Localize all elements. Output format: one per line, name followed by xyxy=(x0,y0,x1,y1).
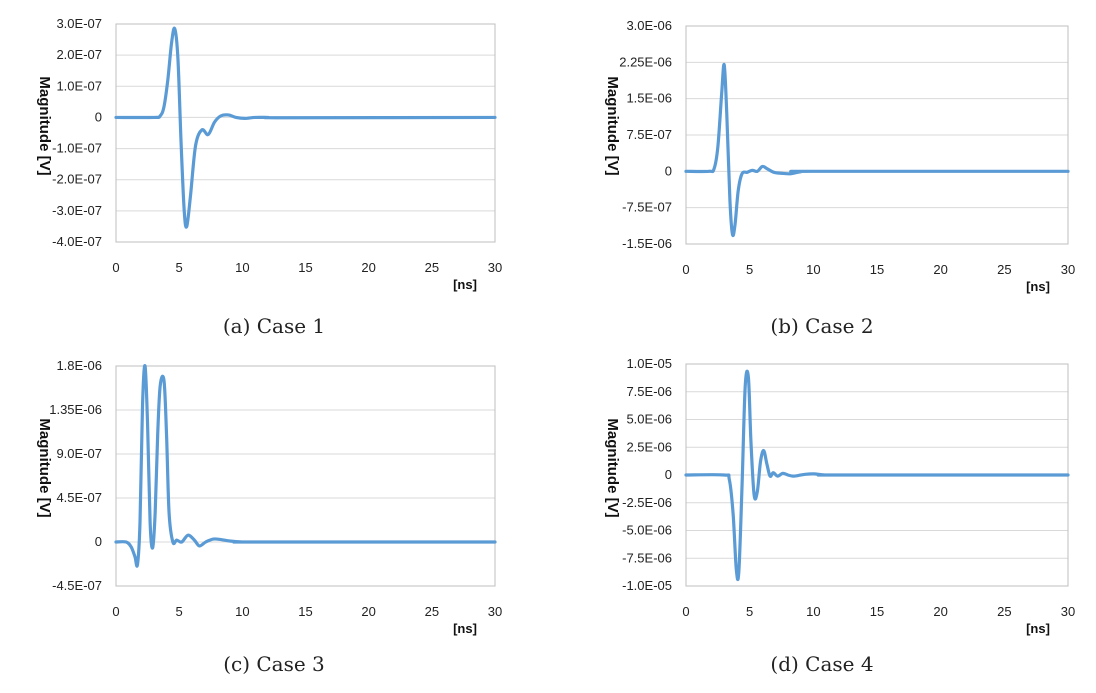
y-tick-label: 2.5E-06 xyxy=(626,439,672,454)
y-tick-label: 3.0E-07 xyxy=(56,16,102,31)
x-tick-label: 20 xyxy=(361,604,375,619)
x-tick-label: 0 xyxy=(682,604,689,619)
y-tick-label: 2.0E-07 xyxy=(56,47,102,62)
y-tick-label: 2.25E-06 xyxy=(619,54,672,69)
y-tick-label: 1.35E-06 xyxy=(49,402,102,417)
x-tick-label: 30 xyxy=(488,260,502,275)
x-tick-label: 30 xyxy=(488,604,502,619)
y-axis-label: Magnitude [V] xyxy=(604,418,621,517)
y-tick-label: -5.0E-06 xyxy=(622,523,672,538)
y-tick-label: 9.0E-07 xyxy=(56,446,102,461)
x-tick-label: 25 xyxy=(997,262,1011,277)
y-tick-label: 0 xyxy=(665,467,672,482)
y-tick-label: -3.0E-07 xyxy=(52,203,102,218)
series-line xyxy=(114,26,497,229)
chart-panel-case-1: 3.0E-07 2.0E-07 1.0E-07 0 -1.0E-07 -2.0E-07 -3… xyxy=(0,0,548,346)
y-tick-label: 0 xyxy=(95,534,102,549)
x-tick-label: 5 xyxy=(176,604,183,619)
y-tick-label: -7.5E-06 xyxy=(622,550,672,565)
y-tick-label: -4.0E-07 xyxy=(52,234,102,249)
chart-svg: 1.8E-06 1.35E-06 9.0E-07 4.5E-07 0 -4.5E-07 0 5… xyxy=(36,358,502,636)
chart-caption: (a) Case 1 xyxy=(222,314,326,338)
x-axis-unit: [ns] xyxy=(1026,279,1050,294)
series-line xyxy=(684,369,1070,582)
y-tick-label: -2.0E-07 xyxy=(52,172,102,187)
x-tick-label: 5 xyxy=(746,604,753,619)
x-tick-label: 0 xyxy=(112,260,119,275)
x-tick-label: 25 xyxy=(425,604,439,619)
x-tick-label: 10 xyxy=(235,260,249,275)
y-axis-label: Magnitude [V] xyxy=(36,76,53,175)
x-tick-label: 25 xyxy=(425,260,439,275)
y-axis-label: Magnitude [V] xyxy=(604,76,621,175)
chart-panel-case-2: 3.0E-06 2.25E-06 1.5E-06 7.5E-07 0 -7.5E-07 -1… xyxy=(548,0,1096,346)
series-line xyxy=(114,364,497,568)
plot-area xyxy=(115,23,496,243)
x-tick-label: 5 xyxy=(176,260,183,275)
x-tick-label: 0 xyxy=(682,262,689,277)
chart-svg: 3.0E-07 2.0E-07 1.0E-07 0 -1.0E-07 -2.0E-07 -3… xyxy=(36,16,502,292)
x-tick-label: 0 xyxy=(112,604,119,619)
y-tick-label: -7.5E-07 xyxy=(622,200,672,215)
chart-panel-case-3: 1.8E-06 1.35E-06 9.0E-07 4.5E-07 0 -4.5E-07 0 5… xyxy=(0,346,548,692)
y-tick-label: 1.0E-05 xyxy=(626,356,672,371)
plot-area xyxy=(115,365,496,587)
chart-caption: (c) Case 3 xyxy=(223,652,325,676)
y-tick-label: 1.0E-07 xyxy=(56,78,102,93)
y-tick-label: 0 xyxy=(665,163,672,178)
chart-svg: 3.0E-06 2.25E-06 1.5E-06 7.5E-07 0 -7.5E-07 -1… xyxy=(604,18,1075,294)
x-tick-label: 15 xyxy=(870,262,884,277)
y-tick-label: 3.0E-06 xyxy=(626,18,672,33)
x-tick-label: 15 xyxy=(298,260,312,275)
y-tick-label: -4.5E-07 xyxy=(52,578,102,593)
x-axis-unit: [ns] xyxy=(453,277,477,292)
x-tick-label: 25 xyxy=(997,604,1011,619)
y-tick-label: -1.5E-06 xyxy=(622,236,672,251)
x-tick-label: 30 xyxy=(1061,604,1075,619)
x-tick-label: 15 xyxy=(870,604,884,619)
x-axis-unit: [ns] xyxy=(453,621,477,636)
y-tick-label: 1.8E-06 xyxy=(56,358,102,373)
x-tick-label: 20 xyxy=(933,262,947,277)
y-tick-label: 0 xyxy=(95,109,102,124)
y-axis-label: Magnitude [V] xyxy=(36,418,53,517)
y-tick-label: 4.5E-07 xyxy=(56,490,102,505)
series-line xyxy=(684,62,1070,238)
y-tick-label: -1.0E-07 xyxy=(52,141,102,156)
chart-panel-case-4: 1.0E-05 7.5E-06 5.0E-06 2.5E-06 0 -2.5E-06 -5.… xyxy=(548,346,1096,692)
x-tick-label: 10 xyxy=(806,604,820,619)
x-axis-unit: [ns] xyxy=(1026,621,1050,636)
y-tick-label: 1.5E-06 xyxy=(626,91,672,106)
y-tick-label: -1.0E-05 xyxy=(622,578,672,593)
x-tick-label: 20 xyxy=(933,604,947,619)
x-tick-label: 15 xyxy=(298,604,312,619)
y-tick-label: -2.5E-06 xyxy=(622,495,672,510)
y-tick-label: 5.0E-06 xyxy=(626,412,672,427)
x-tick-label: 10 xyxy=(235,604,249,619)
y-tick-label: 7.5E-07 xyxy=(626,127,672,142)
x-tick-label: 5 xyxy=(746,262,753,277)
x-tick-label: 10 xyxy=(806,262,820,277)
x-tick-label: 20 xyxy=(361,260,375,275)
chart-svg: 1.0E-05 7.5E-06 5.0E-06 2.5E-06 0 -2.5E-06 -5.… xyxy=(604,356,1075,636)
chart-caption: (b) Case 2 xyxy=(770,314,874,338)
x-tick-label: 30 xyxy=(1061,262,1075,277)
chart-caption: (d) Case 4 xyxy=(770,652,874,676)
y-tick-label: 7.5E-06 xyxy=(626,384,672,399)
plot-area xyxy=(685,25,1069,245)
